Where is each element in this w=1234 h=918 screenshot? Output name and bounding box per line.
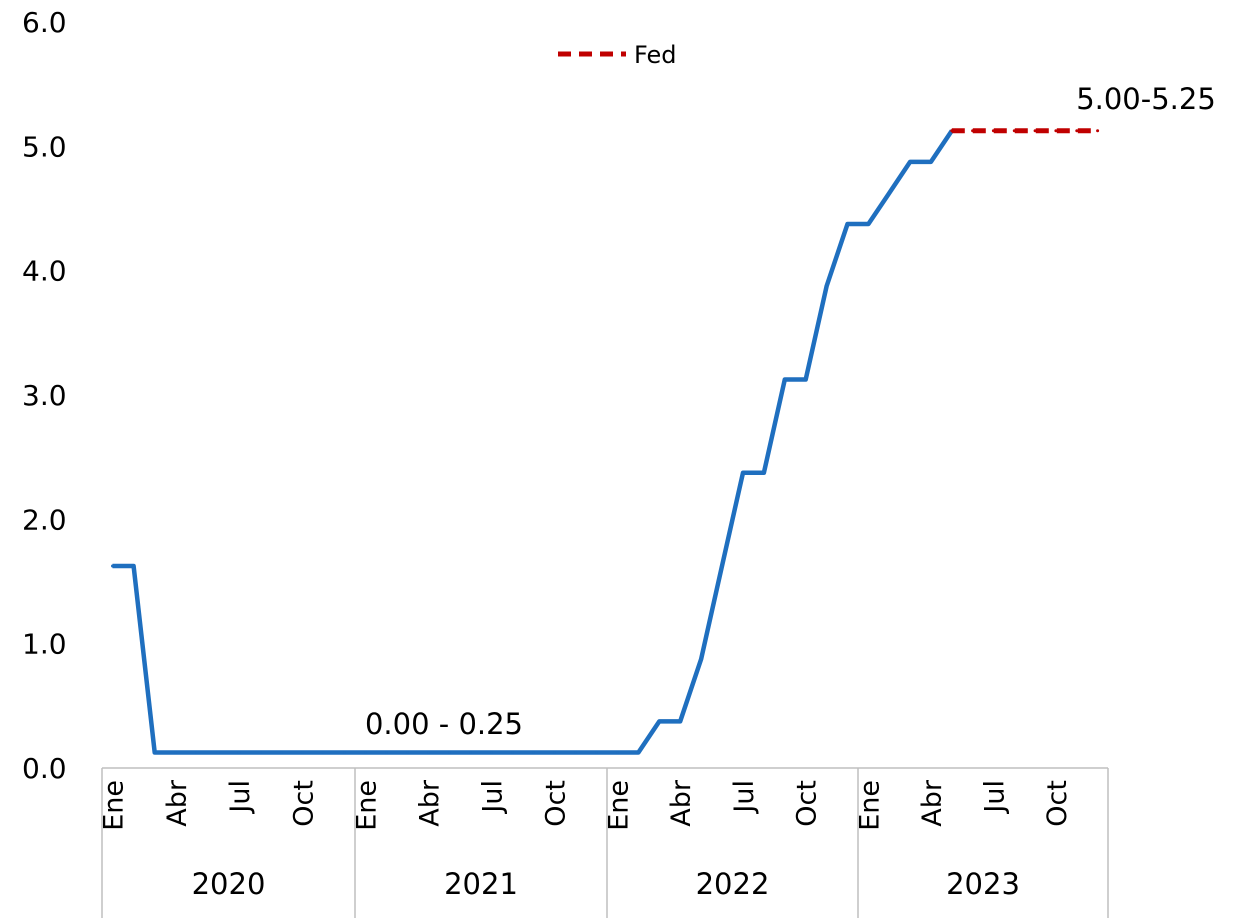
data-point	[950, 129, 954, 133]
x-tick-label: Jul	[225, 780, 256, 815]
x-tick-label: Ene	[99, 780, 130, 831]
data-point	[636, 751, 640, 754]
data-point	[132, 564, 136, 568]
x-tick-label: Jul	[729, 780, 760, 815]
x-tick-label: Abr	[162, 779, 193, 827]
data-point	[1075, 129, 1079, 133]
legend-label-fed: Fed	[634, 41, 677, 69]
data-point	[908, 160, 912, 164]
data-point	[783, 378, 787, 381]
data-point	[195, 751, 199, 754]
legend: Fed	[558, 41, 677, 69]
data-point	[216, 751, 220, 754]
data-point	[1033, 129, 1037, 133]
data-point	[971, 129, 975, 133]
data-point	[300, 751, 304, 754]
data-point	[574, 751, 577, 754]
y-tick-label: 4.0	[22, 255, 67, 288]
x-tick-label: Ene	[352, 780, 383, 831]
data-point	[258, 751, 262, 754]
policy-rate-line	[112, 129, 954, 755]
data-point	[385, 751, 388, 754]
x-tick-label: Oct	[288, 780, 319, 827]
data-point	[1096, 129, 1100, 133]
data-point	[887, 191, 891, 195]
data-point	[364, 751, 367, 754]
annotation-low-range: 0.00 - 0.25	[365, 707, 523, 741]
data-point	[866, 222, 870, 226]
x-tick-label: Abr	[415, 779, 446, 827]
data-point	[448, 751, 451, 754]
x-tick-label: Oct	[1042, 780, 1073, 827]
data-point	[616, 751, 619, 754]
data-point	[825, 284, 829, 288]
data-point	[846, 222, 849, 226]
data-point	[490, 751, 493, 754]
y-tick-label: 6.0	[22, 6, 67, 39]
data-point	[804, 378, 808, 381]
data-point	[511, 751, 514, 754]
year-label: 2022	[696, 867, 770, 901]
y-tick-label: 2.0	[22, 503, 67, 536]
annotation-current-range: 5.00-5.25	[1076, 82, 1216, 116]
data-point	[111, 564, 114, 568]
data-point	[762, 471, 766, 475]
x-tick-label: Ene	[854, 780, 885, 831]
year-label: 2021	[444, 867, 518, 901]
data-point	[427, 751, 430, 754]
data-point	[595, 751, 598, 754]
x-tick-label: Oct	[792, 780, 823, 827]
x-tick-label: Jul	[979, 780, 1010, 815]
series-layer	[111, 128, 1100, 755]
y-tick-label: 5.0	[22, 130, 67, 163]
x-tick-label: Ene	[603, 780, 634, 831]
year-label: 2020	[192, 867, 266, 901]
data-point	[678, 719, 682, 723]
data-point	[720, 564, 724, 568]
y-tick-label: 0.0	[22, 752, 67, 785]
data-point	[343, 751, 346, 754]
data-point	[699, 657, 703, 661]
data-point	[174, 751, 178, 754]
data-point	[406, 751, 409, 754]
data-point	[532, 751, 535, 754]
data-point	[1012, 129, 1016, 133]
x-tick-label: Abr	[917, 779, 948, 827]
y-axis: 0.0 1.0 2.0 3.0 4.0 5.0 6.0	[22, 6, 67, 785]
y-tick-label: 3.0	[22, 379, 67, 412]
data-point	[741, 471, 745, 475]
data-point	[153, 751, 157, 754]
y-tick-label: 1.0	[22, 628, 67, 661]
data-point	[553, 751, 556, 754]
data-point	[929, 160, 933, 164]
x-tick-label: Abr	[666, 779, 697, 827]
x-axis: Ene Abr Jul Oct Ene Abr Jul Oct Ene Abr Jul Oct Ene A…	[99, 767, 1109, 918]
data-point	[657, 719, 661, 723]
x-tick-label: Jul	[478, 780, 509, 815]
x-tick-label: Oct	[541, 780, 572, 827]
year-label: 2023	[946, 867, 1020, 901]
data-point	[469, 751, 472, 754]
data-point	[991, 129, 995, 133]
data-point	[1054, 129, 1058, 133]
data-point	[237, 751, 241, 754]
data-point	[321, 751, 325, 754]
data-point	[279, 751, 283, 754]
